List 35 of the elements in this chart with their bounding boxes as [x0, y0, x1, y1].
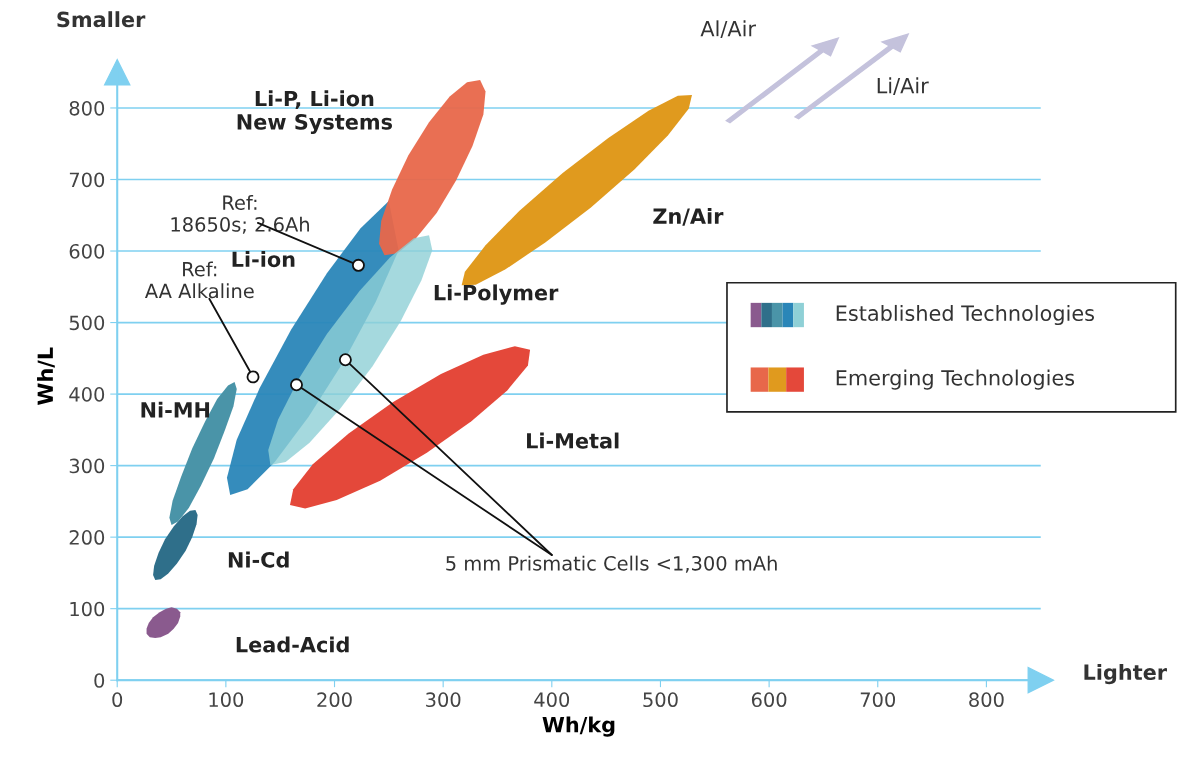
y-tick-label: 0 — [94, 673, 105, 688]
series-label: Ni-Cd — [228, 551, 289, 568]
x-tick-label: 0 — [112, 692, 123, 708]
y-tick-label: 200 — [69, 530, 105, 545]
x-tick-label: 700 — [860, 692, 896, 708]
x-tick-label: 600 — [751, 692, 787, 708]
annotation: Established Technologies — [836, 304, 1095, 326]
series-label: Li-Polymer — [434, 284, 559, 305]
y-tick-label: 800 — [69, 100, 105, 116]
y-tick-label: 700 — [69, 172, 105, 188]
y-tick-label: 300 — [69, 458, 105, 474]
series-label: Zn/Air — [653, 207, 724, 226]
x-tick-label: 100 — [209, 692, 244, 708]
text: Lead-Acid — [236, 636, 349, 653]
x-tick-label: 500 — [643, 692, 678, 708]
series-label: Li-P, Li-ion New Systems — [237, 90, 393, 134]
y-tick-label: 100 — [70, 601, 105, 617]
x-tick-label: 200 — [317, 692, 352, 708]
x-tick-label: 300 — [426, 692, 461, 708]
text: Al/Air — [700, 20, 756, 39]
y-tick-label: 400 — [69, 387, 105, 402]
series-label: Ni-MH — [141, 401, 210, 418]
x-tick-label: 800 — [969, 692, 1004, 708]
y-tick-label: 500 — [69, 315, 105, 331]
x-tick-label: 400 — [534, 692, 570, 708]
y-tick-label: 600 — [69, 243, 105, 259]
text: Li-Metal — [527, 432, 619, 449]
x-axis-title: Wh/kg — [542, 716, 615, 737]
annotation: Li/Air — [877, 77, 929, 96]
y-axis-title: Wh/L — [37, 347, 55, 405]
annotation: Ref: 18650s; 2.6Ah — [171, 194, 309, 234]
text: Smaller — [57, 11, 146, 28]
text: Lighter — [1084, 663, 1167, 685]
annotation: Emerging Technologies — [836, 369, 1075, 390]
annotation: 5 mm Prismatic Cells <1,300 mAh — [446, 555, 777, 573]
